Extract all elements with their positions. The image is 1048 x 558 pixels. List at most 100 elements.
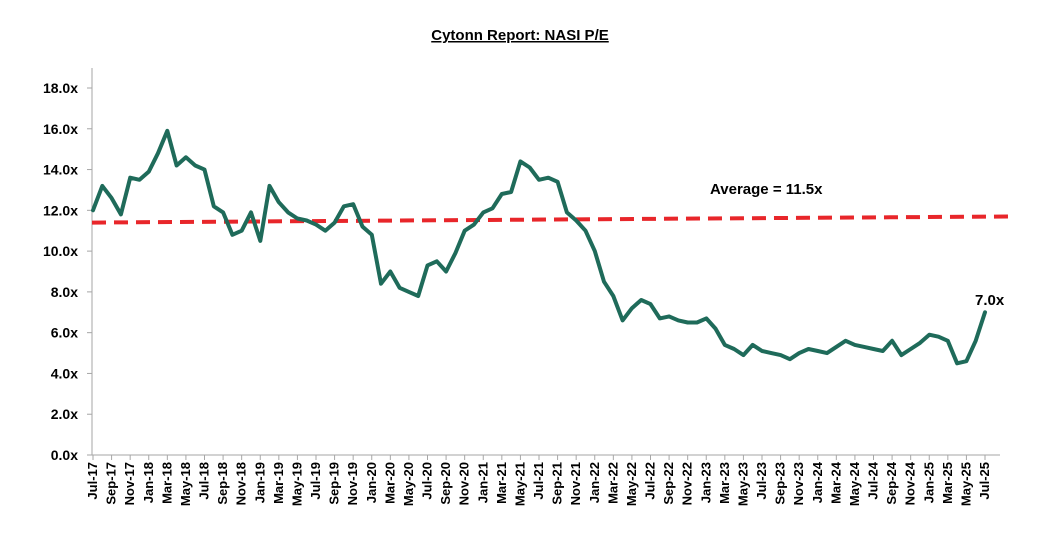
x-tick-label: Sep-19 bbox=[327, 462, 342, 505]
pe-point bbox=[574, 219, 578, 222]
pe-point bbox=[258, 239, 262, 243]
pe-point bbox=[630, 306, 634, 310]
x-tick-label: Jan-24 bbox=[810, 461, 825, 503]
pe-point bbox=[964, 359, 968, 363]
pe-point bbox=[611, 294, 615, 298]
x-tick-label: Nov-20 bbox=[457, 462, 472, 505]
pe-point bbox=[565, 210, 569, 214]
pe-point bbox=[426, 263, 429, 267]
y-tick-label: 8.0x bbox=[51, 284, 78, 300]
x-tick-label: Jan-21 bbox=[475, 462, 490, 503]
x-tick-label: Jul-18 bbox=[197, 462, 212, 500]
x-tick-label: Nov-24 bbox=[903, 461, 918, 505]
x-tick-label: Jan-19 bbox=[252, 462, 267, 503]
pe-point bbox=[909, 347, 913, 351]
pe-point bbox=[221, 210, 225, 214]
pe-point bbox=[658, 316, 662, 320]
x-tick-label: Sep-22 bbox=[661, 462, 676, 505]
x-tick-label: Mar-21 bbox=[494, 462, 509, 504]
x-tick-label: Sep-17 bbox=[104, 462, 119, 505]
y-tick-label: 16.0x bbox=[43, 121, 78, 137]
x-tick-label: Sep-21 bbox=[550, 462, 565, 505]
x-tick-label: Sep-18 bbox=[215, 462, 230, 505]
pe-point bbox=[463, 229, 467, 233]
pe-point bbox=[723, 343, 727, 347]
pe-point bbox=[676, 318, 680, 322]
series-layer bbox=[91, 128, 1016, 366]
pe-point bbox=[760, 349, 764, 353]
x-tick-label: Jul-23 bbox=[754, 462, 769, 500]
pe-point bbox=[249, 210, 253, 214]
pe-point bbox=[537, 178, 541, 182]
pe-point bbox=[584, 229, 587, 233]
x-tick-label: Nov-23 bbox=[791, 462, 806, 505]
pe-point bbox=[732, 347, 736, 351]
pe-point bbox=[91, 208, 95, 212]
x-tick-label: Jul-20 bbox=[420, 462, 435, 500]
pe-point bbox=[500, 192, 504, 196]
x-tick-label: Jul-17 bbox=[85, 462, 100, 500]
pe-point bbox=[779, 353, 783, 357]
pe-point bbox=[333, 221, 337, 225]
pe-point bbox=[974, 339, 978, 343]
x-tick-label: May-22 bbox=[624, 462, 639, 506]
pe-point bbox=[407, 290, 411, 294]
x-tick-label: Jul-25 bbox=[977, 462, 992, 500]
pe-point bbox=[807, 347, 810, 351]
x-tick-label: Mar-22 bbox=[605, 462, 620, 504]
pe-point bbox=[546, 176, 550, 180]
pe-point bbox=[110, 196, 114, 200]
x-tick-label: Jan-18 bbox=[141, 462, 156, 503]
pe-point bbox=[881, 349, 885, 353]
pe-point bbox=[816, 349, 820, 353]
x-tick-label: Mar-19 bbox=[271, 462, 286, 504]
pe-point bbox=[556, 180, 560, 184]
pe-point bbox=[593, 249, 597, 253]
x-tick-label: Sep-23 bbox=[773, 462, 788, 505]
x-tick-label: May-20 bbox=[401, 462, 416, 506]
x-tick-label: Jan-22 bbox=[587, 462, 602, 503]
pe-point bbox=[769, 351, 773, 355]
pe-point bbox=[602, 280, 606, 284]
pe-point bbox=[193, 164, 197, 167]
pe-point bbox=[453, 251, 457, 255]
pe-point bbox=[128, 176, 132, 180]
pe-point bbox=[240, 229, 244, 233]
pe-point bbox=[351, 202, 355, 206]
pe-point bbox=[370, 233, 374, 237]
pe-point bbox=[788, 357, 792, 361]
pe-point bbox=[361, 225, 364, 229]
x-tick-label: Mar-20 bbox=[382, 462, 397, 504]
x-tick-label: May-23 bbox=[735, 462, 750, 506]
pe-point bbox=[416, 294, 420, 298]
x-tick-label: Mar-23 bbox=[717, 462, 732, 504]
x-tick-label: Nov-18 bbox=[234, 462, 249, 505]
x-tick-label: May-19 bbox=[289, 462, 304, 506]
pe-line bbox=[91, 128, 987, 366]
x-tick-label: May-24 bbox=[847, 461, 862, 506]
chart-title: Cytonn Report: NASI P/E bbox=[431, 27, 609, 44]
x-tick-label: Sep-20 bbox=[438, 462, 453, 505]
pe-point bbox=[481, 210, 485, 214]
x-tick-label: Jan-25 bbox=[921, 462, 936, 503]
average-line bbox=[91, 214, 1016, 225]
y-tick-label: 18.0x bbox=[43, 80, 78, 96]
pe-point bbox=[175, 164, 179, 167]
pe-point bbox=[937, 335, 940, 339]
pe-point bbox=[695, 321, 699, 324]
pe-point bbox=[714, 327, 717, 331]
x-tick-label: Jul-22 bbox=[643, 462, 658, 500]
pe-point bbox=[156, 151, 160, 155]
pe-point bbox=[100, 184, 104, 188]
x-tick-label: Sep-24 bbox=[884, 461, 899, 504]
x-tick-label: Nov-17 bbox=[122, 462, 137, 505]
x-tick-label: Nov-21 bbox=[568, 462, 583, 505]
pe-point bbox=[844, 339, 848, 343]
y-tick-label: 6.0x bbox=[51, 325, 78, 341]
x-tick-label: Nov-22 bbox=[680, 462, 695, 505]
x-tick-label: Jul-21 bbox=[531, 462, 546, 500]
y-axis-ticks: 0.0x 2.0x 4.0x 6.0x 8.0x 10.0x 12.0x 14.0x 16.0x… bbox=[43, 80, 92, 463]
pe-point bbox=[955, 361, 959, 365]
pe-point bbox=[286, 210, 290, 214]
